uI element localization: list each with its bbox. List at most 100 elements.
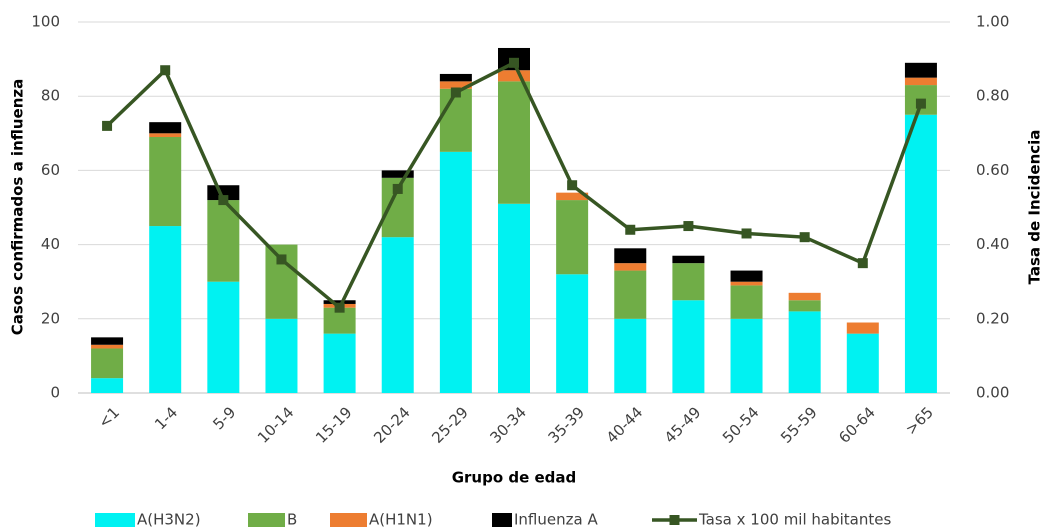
y2-tick-label: 0.80 <box>976 87 1009 105</box>
line-marker <box>567 180 578 191</box>
bar-segment <box>846 333 879 393</box>
legend-swatch <box>248 513 285 527</box>
line-marker <box>276 254 287 265</box>
bar-segment <box>91 344 124 349</box>
y2-tick-label: 1.00 <box>976 13 1009 31</box>
bar-segment <box>207 200 240 282</box>
bar-segment <box>439 81 472 89</box>
legend-label: A(H3N2) <box>137 511 201 529</box>
bar-segment <box>91 348 124 379</box>
bar-segment <box>265 318 298 393</box>
line-marker <box>683 221 694 232</box>
x-tick-label: 60-64 <box>835 403 879 447</box>
bar-segment <box>672 255 705 264</box>
legend-label: A(H1N1) <box>369 511 433 529</box>
bar-segment <box>556 274 589 393</box>
bar-segment <box>323 300 356 304</box>
x-tick-label: 1-4 <box>151 403 181 433</box>
line-marker <box>334 302 345 313</box>
x-tick-label: 55-59 <box>777 403 821 447</box>
line-marker <box>625 224 636 235</box>
x-tick-label: 20-24 <box>370 403 414 447</box>
x-tick-label: 35-39 <box>545 403 589 447</box>
line-marker <box>218 195 229 206</box>
bar-segment <box>207 281 240 393</box>
bar-segment <box>207 185 240 201</box>
x-tick-label: 25-29 <box>428 403 472 447</box>
bar-segment <box>91 378 124 393</box>
bar-segment <box>730 281 763 286</box>
bar-segment <box>498 81 530 204</box>
bar-segment <box>614 318 647 393</box>
bar-segment <box>323 333 356 393</box>
legend-swatch <box>95 513 135 527</box>
bar-segment <box>904 114 937 393</box>
bar-segment <box>614 263 647 271</box>
bar-segment <box>498 70 530 82</box>
y2-tick-label: 0.60 <box>976 161 1009 179</box>
line-marker <box>102 120 113 131</box>
legend-swatch <box>330 513 367 527</box>
line-marker <box>450 87 461 98</box>
x-tick-label: 30-34 <box>486 403 530 447</box>
line-marker <box>160 65 171 76</box>
y2-axis-title: Tasa de Incidencia <box>1026 130 1044 285</box>
y2-tick-label: 0.20 <box>976 309 1009 327</box>
bar-segment <box>556 192 589 201</box>
bar-segment <box>149 122 182 134</box>
y-tick-label: 0 <box>50 384 60 402</box>
x-tick-label: 50-54 <box>719 403 763 447</box>
y2-tick-label: 0.40 <box>976 235 1009 253</box>
x-axis-title: Grupo de edad <box>452 469 577 487</box>
y-tick-label: 40 <box>41 235 60 253</box>
legend-label: Influenza A <box>514 511 598 529</box>
y-tick-label: 60 <box>41 161 60 179</box>
x-tick-label: >65 <box>902 403 937 438</box>
bar-segment <box>149 226 182 393</box>
legend-label: B <box>287 511 297 529</box>
y-tick-label: 80 <box>41 87 60 105</box>
bar-segment <box>788 292 821 301</box>
line-marker <box>392 183 403 194</box>
legend-swatch <box>492 513 512 527</box>
bar-segment <box>788 300 821 312</box>
line-marker <box>741 228 752 239</box>
x-tick-label: 40-44 <box>603 403 647 447</box>
bar-segment <box>614 270 647 319</box>
bar-segment <box>91 337 124 345</box>
bar-segment <box>788 311 821 393</box>
y-tick-label: 100 <box>31 13 60 31</box>
x-tick-label: 10-14 <box>254 403 298 447</box>
bar-segment <box>381 170 414 178</box>
bar-segment <box>730 318 763 393</box>
bar-segment <box>556 200 589 275</box>
bar-segment <box>730 270 763 282</box>
bar-segment <box>439 73 472 82</box>
bar-segment <box>439 88 472 152</box>
bar-segment <box>614 248 647 264</box>
bar-segment <box>381 237 414 393</box>
x-tick-label: 5-9 <box>209 403 239 433</box>
y-axis-title: Casos confirmados a influenza <box>9 79 27 336</box>
line-marker <box>915 98 926 109</box>
bar-segment <box>730 285 763 319</box>
bar-segment <box>149 133 182 138</box>
line-marker <box>857 258 868 269</box>
legend-marker <box>669 515 680 525</box>
y2-tick-label: 0.00 <box>976 384 1009 402</box>
bar-segment <box>672 300 705 393</box>
bar-segment <box>498 203 530 393</box>
bar-segment <box>439 151 472 393</box>
line-marker <box>799 232 810 243</box>
x-tick-label: <1 <box>95 403 123 431</box>
x-tick-label: 45-49 <box>661 403 705 447</box>
x-tick-label: 15-19 <box>312 403 356 447</box>
bar-segment <box>904 62 937 78</box>
line-marker <box>509 57 519 68</box>
bar-segment <box>672 263 705 301</box>
legend-label: Tasa x 100 mil habitantes <box>698 511 891 529</box>
bar-segment <box>904 77 937 86</box>
bar-segment <box>149 137 182 227</box>
bar-segment <box>846 322 879 334</box>
